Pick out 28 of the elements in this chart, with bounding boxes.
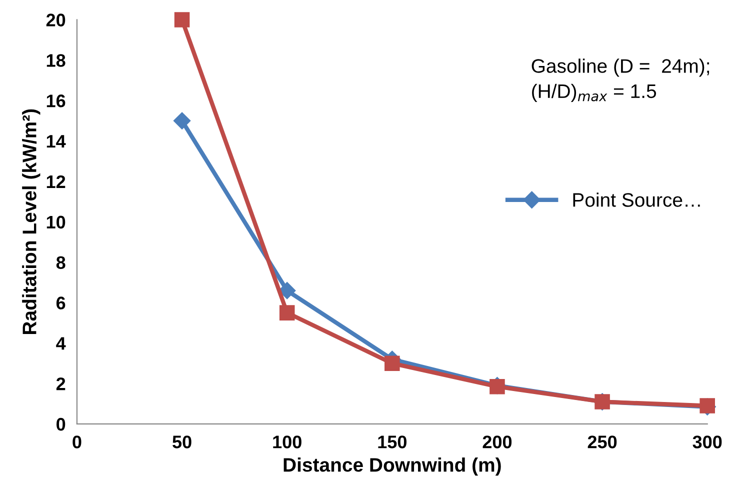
x-tick-label: 0 (72, 436, 82, 448)
y-tick-label: 8 (56, 256, 66, 269)
y-tick-label: 14 (46, 135, 66, 148)
y-axis-title: Raditation Level (kW/m²) (22, 109, 40, 334)
legend-label: Point Source… (573, 192, 700, 207)
y-tick-label: 20 (46, 14, 66, 26)
point (174, 12, 190, 28)
annotation: Gasoline (D = 24m); (H/D)$_{max}$ = 1.5 (532, 58, 710, 102)
x-tick-label: 300 (692, 436, 722, 448)
point (173, 112, 191, 130)
x-tick-label: 250 (588, 436, 617, 448)
y-tick-label: 12 (46, 175, 66, 188)
x-axis-title: Distance Downwind (m) (284, 457, 501, 476)
y-tick-label: 18 (46, 54, 66, 67)
y-tick-label: 0 (56, 418, 66, 431)
point (279, 305, 295, 320)
point (384, 356, 400, 371)
y-tick-label: 4 (56, 337, 66, 350)
y-tick-label: 2 (56, 377, 66, 390)
x-tick-label: 50 (172, 436, 192, 448)
y-tick-label: 6 (56, 296, 66, 310)
y-tick-label: 16 (46, 94, 66, 108)
x-tick-label: 100 (273, 436, 302, 448)
point (700, 398, 715, 414)
y-tick-label: 10 (46, 216, 66, 229)
x-tick-label: 150 (378, 436, 406, 448)
point (278, 282, 296, 300)
x-tick-label: 200 (482, 436, 512, 448)
